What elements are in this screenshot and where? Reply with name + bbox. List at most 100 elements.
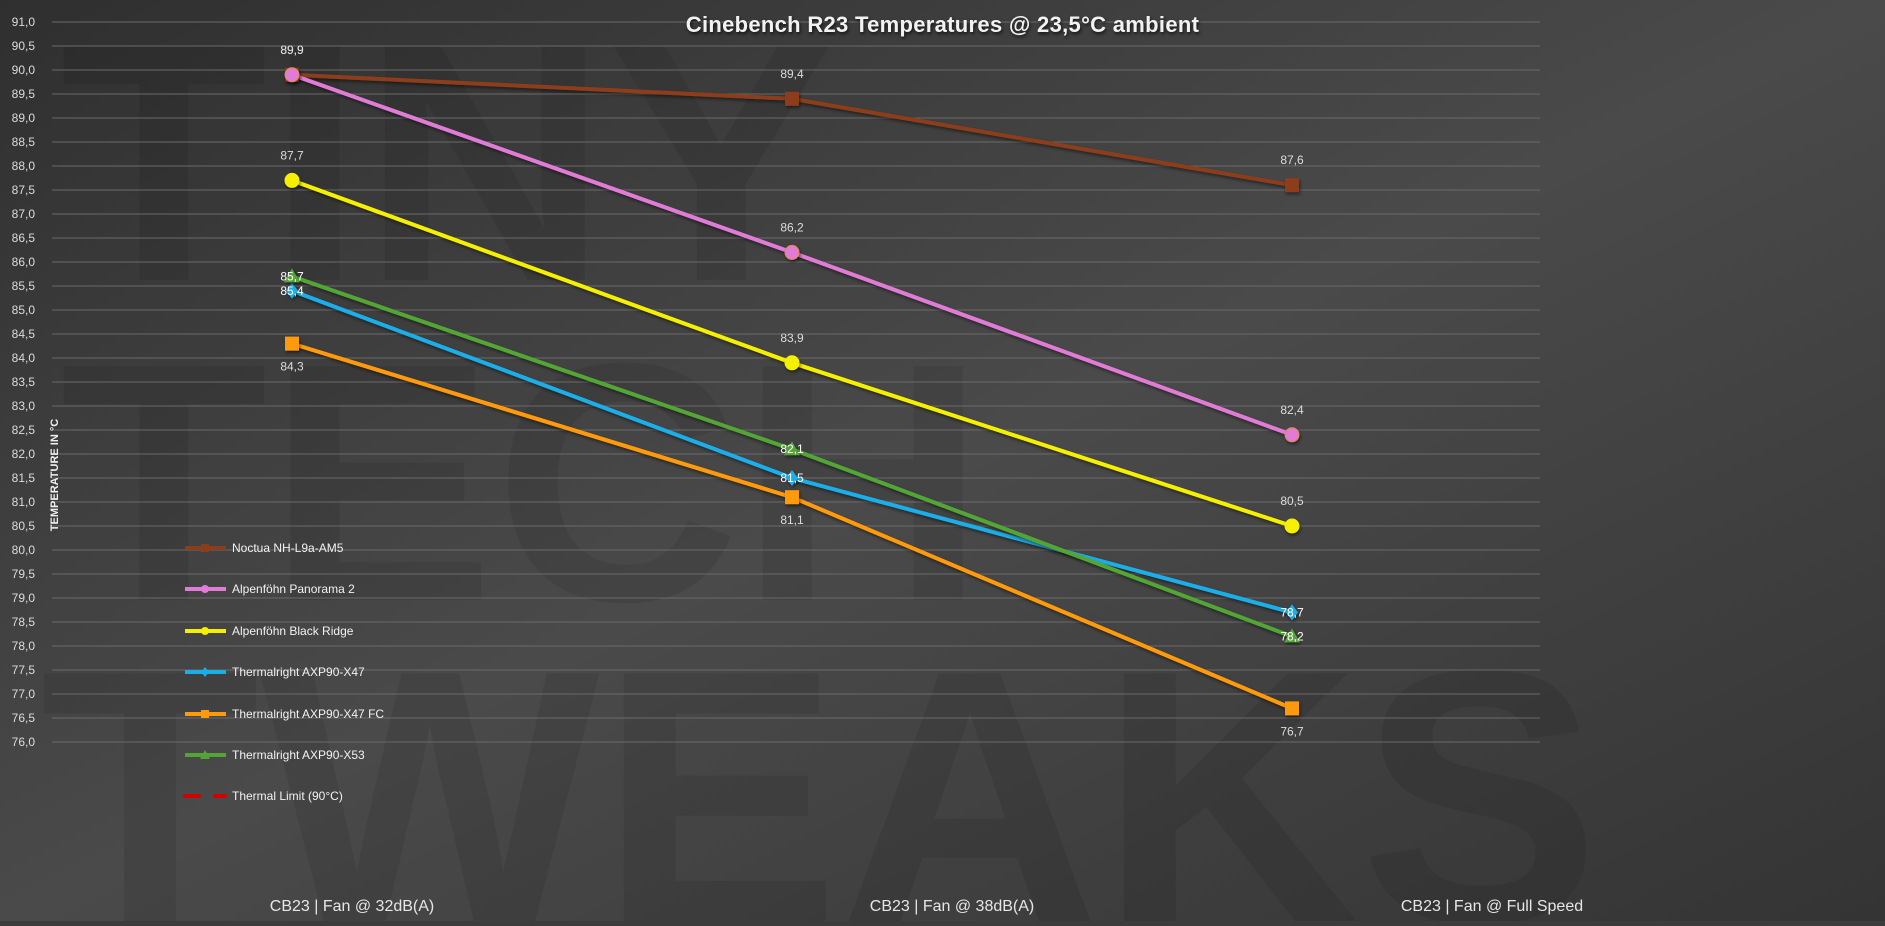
legend-item: Thermalright AXP90-X47 xyxy=(183,662,365,682)
data-label: 85,4 xyxy=(280,284,304,298)
legend-item: Thermalright AXP90-X47 FC xyxy=(183,704,384,724)
y-tick-label: 77,5 xyxy=(12,663,36,677)
y-tick-label: 76,5 xyxy=(12,711,36,725)
legend-item: Thermal Limit (90°C) xyxy=(183,786,343,806)
data-point-marker xyxy=(284,172,300,188)
x-category-label: CB23 | Fan @ Full Speed xyxy=(1400,898,1584,915)
data-label: 87,6 xyxy=(1280,153,1304,167)
data-label: 89,4 xyxy=(780,67,804,81)
data-point-marker xyxy=(784,441,800,456)
legend-label: Thermalright AXP90-X53 xyxy=(232,748,365,762)
data-point-marker xyxy=(784,244,800,260)
data-point-marker xyxy=(284,67,300,83)
y-tick-label: 80,5 xyxy=(12,519,36,533)
y-tick-label: 82,0 xyxy=(12,447,36,461)
y-tick-label: 91,0 xyxy=(12,15,36,29)
legend-swatch-icon xyxy=(183,794,227,799)
data-point-marker xyxy=(785,91,799,106)
svg-text:TINY: TINY xyxy=(60,0,834,353)
data-labels: 89,989,487,689,986,282,487,783,980,585,4… xyxy=(280,43,1304,739)
legend-swatch-icon xyxy=(185,667,226,678)
data-label: 82,4 xyxy=(1280,403,1304,417)
legend-label: Alpenföhn Black Ridge xyxy=(232,623,354,638)
data-label: 86,2 xyxy=(780,220,804,234)
legend-item: Alpenföhn Panorama 2 xyxy=(183,579,355,599)
y-tick-label: 81,0 xyxy=(12,495,36,509)
gridlines xyxy=(52,21,1540,743)
data-label: 81,1 xyxy=(780,513,804,527)
data-point-marker xyxy=(786,470,798,486)
data-label: 84,3 xyxy=(280,360,304,374)
series-markers xyxy=(284,67,1300,716)
y-tick-label: 88,0 xyxy=(12,159,36,173)
y-tick-label: 85,5 xyxy=(12,279,36,293)
legend-swatch-icon xyxy=(185,585,226,594)
data-label: 76,7 xyxy=(1280,724,1304,738)
legend-label: Thermalright AXP90-X47 xyxy=(232,665,365,680)
y-tick-label: 78,0 xyxy=(12,639,36,653)
legend-item: Alpenföhn Black Ridge xyxy=(183,621,353,641)
watermark: TINY TECH TWEAKS xyxy=(40,0,1600,926)
chart-title: Cinebench R23 Temperatures @ 23,5°C ambi… xyxy=(685,12,1200,37)
data-point-marker xyxy=(1284,427,1300,443)
y-tick-label: 90,5 xyxy=(12,39,36,53)
data-label: 85,7 xyxy=(280,269,304,283)
y-tick-label: 84,5 xyxy=(12,327,36,341)
y-tick-label: 76,0 xyxy=(12,735,36,749)
data-point-marker xyxy=(784,355,800,371)
legend-item: Thermalright AXP90-X53 xyxy=(183,745,365,765)
y-tick-label: 87,0 xyxy=(12,207,36,221)
y-tick-label: 81,5 xyxy=(12,471,36,485)
y-tick-label: 83,0 xyxy=(12,399,36,413)
data-label: 83,9 xyxy=(780,331,804,345)
data-label: 78,7 xyxy=(1280,605,1304,619)
data-label: 81,5 xyxy=(780,471,804,485)
y-tick-label: 88,5 xyxy=(12,135,36,149)
y-axis-label: TEMPERATURE IN °C xyxy=(49,418,61,532)
legend-swatch-icon xyxy=(185,750,226,759)
data-label: 89,9 xyxy=(280,43,304,57)
data-point-marker xyxy=(284,268,300,283)
data-label: 82,1 xyxy=(780,442,804,456)
y-tick-label: 78,5 xyxy=(12,615,36,629)
legend-swatch-icon xyxy=(185,709,226,718)
y-tick-label: 82,5 xyxy=(12,423,36,437)
legend-swatch-icon xyxy=(185,544,226,552)
y-tick-label: 86,0 xyxy=(12,255,36,269)
y-tick-label: 79,5 xyxy=(12,567,36,581)
y-tick-label: 83,5 xyxy=(12,375,36,389)
data-point-marker xyxy=(1284,628,1300,643)
y-tick-label: 89,5 xyxy=(12,87,36,101)
y-axis-ticks: 91,0 90,5 90,0 89,5 89,0 88,5 88,0 87,5 87,0 86,5… xyxy=(12,15,36,749)
data-point-marker xyxy=(785,490,799,505)
data-label: 78,2 xyxy=(1280,629,1304,643)
y-tick-label: 90,0 xyxy=(12,63,36,77)
y-tick-label: 86,5 xyxy=(12,231,36,245)
data-point-marker xyxy=(1286,604,1298,621)
svg-text:TWEAKS: TWEAKS xyxy=(40,596,1600,921)
y-tick-label: 85,0 xyxy=(12,303,36,317)
legend-label: Alpenföhn Panorama 2 xyxy=(232,582,355,597)
data-point-marker xyxy=(1284,518,1300,534)
y-tick-label: 79,0 xyxy=(12,591,36,605)
y-tick-label: 80,0 xyxy=(12,543,36,557)
data-point-marker xyxy=(285,336,299,351)
legend-label: Thermal Limit (90°C) xyxy=(232,789,343,804)
data-label: 89,9 xyxy=(280,43,304,57)
data-label: 80,5 xyxy=(1280,494,1304,508)
y-tick-label: 84,0 xyxy=(12,351,36,365)
y-tick-label: 87,5 xyxy=(12,183,36,197)
legend-item: Noctua NH-L9a-AM5 xyxy=(183,538,343,558)
x-category-label: CB23 | Fan @ 38dB(A) xyxy=(869,898,1035,915)
legend-label: Noctua NH-L9a-AM5 xyxy=(232,541,344,555)
y-tick-label: 89,0 xyxy=(12,111,36,125)
legend-swatch-icon xyxy=(185,626,226,635)
data-label: 87,7 xyxy=(280,148,304,162)
y-tick-label: 77,0 xyxy=(12,687,36,701)
data-point-marker xyxy=(286,282,298,299)
x-category-label: CB23 | Fan @ 32dB(A) xyxy=(269,898,435,915)
legend-label: Thermalright AXP90-X47 FC xyxy=(232,706,385,721)
